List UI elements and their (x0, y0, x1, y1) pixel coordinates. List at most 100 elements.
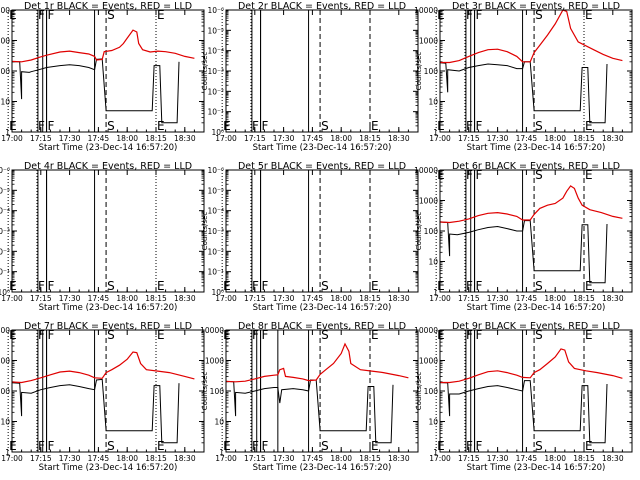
x-tick-label: 17:15 (30, 294, 52, 303)
x-tick-label: 17:15 (30, 454, 52, 463)
y-tick-label: 1000 (419, 37, 438, 46)
panel-title: Det 3r BLACK = Events, RED = LLD (452, 1, 620, 12)
y-tick-label: 1000 (0, 357, 10, 366)
panel-det-6: Det 6r BLACK = Events, RED = LLD Counts/s… (414, 161, 633, 313)
x-tick-label: 17:45 (88, 294, 110, 303)
panel-title: Det 9r BLACK = Events, RED = LLD (452, 321, 620, 332)
marker-label-bottom: F (252, 279, 259, 293)
plot-frame (439, 9, 633, 133)
marker-label-bottom: E (223, 439, 231, 453)
panel-det-5: Det 5r BLACK = Events, RED = LLD Counts/s… (201, 161, 419, 313)
panel-title: Det 6r BLACK = Events, RED = LLD (452, 161, 620, 172)
y-tick-label: 10⁻⁵ (207, 26, 224, 35)
marker-label-bottom: F (48, 119, 55, 133)
y-tick-label: 10⁻³ (0, 227, 10, 236)
y-axis-label: Counts/sec (201, 212, 209, 251)
panel-title: Det 8r BLACK = Events, RED = LLD (238, 321, 406, 332)
events-series-line (226, 379, 394, 444)
marker-label-top: F (466, 8, 473, 22)
x-tick-label: 17:15 (458, 454, 480, 463)
y-tick-label: 10⁻⁴ (207, 47, 224, 56)
y-tick-label: 10⁻³ (207, 227, 224, 236)
y-tick-label: 1 (219, 448, 224, 457)
lld-series-line (440, 185, 623, 224)
y-tick-label: 10⁻¹ (207, 268, 224, 277)
panel-title: Det 2r BLACK = Events, RED = LLD (238, 1, 406, 12)
marker-label-top: F (38, 8, 45, 22)
x-tick-label: 18:15 (145, 134, 167, 143)
x-tick-label: 18:15 (573, 454, 595, 463)
y-axis-label: Counts/sec (415, 212, 423, 251)
panel-det-4: Det 4r BLACK = Events, RED = LLDCounts/s… (0, 161, 205, 313)
marker-label-top: E (437, 8, 445, 22)
y-tick-label: 1 (5, 128, 10, 137)
plot-frame (225, 169, 419, 293)
marker-label-top: S (535, 8, 543, 22)
y-tick-label: 10⁻³ (207, 67, 224, 76)
lld-series-line (226, 342, 409, 383)
x-tick-label: 17:00 (429, 454, 451, 463)
x-axis-label: Start Time (23-Dec-14 16:57:20) (253, 463, 392, 473)
marker-label-bottom: F (466, 119, 473, 133)
x-tick-label: 17:00 (429, 134, 451, 143)
panel-det-9: Det 9r BLACK = Events, RED = LLD Counts/s… (414, 321, 633, 473)
marker-label-top: S (321, 328, 329, 342)
x-tick-label: 17:45 (302, 454, 324, 463)
x-tick-label: 17:15 (458, 294, 480, 303)
x-tick-label: 18:30 (174, 454, 196, 463)
x-tick-label: 17:00 (1, 294, 23, 303)
x-tick-label: 17:30 (487, 454, 509, 463)
x-tick-label: 17:30 (487, 134, 509, 143)
marker-label-bottom: F (476, 119, 483, 133)
x-tick-label: 18:30 (174, 134, 196, 143)
marker-label-bottom: S (107, 119, 115, 133)
x-tick-label: 17:30 (59, 454, 81, 463)
x-tick-label: 17:45 (516, 134, 538, 143)
x-tick-label: 18:15 (359, 454, 381, 463)
marker-label-bottom: S (535, 119, 543, 133)
x-tick-label: 17:45 (88, 454, 110, 463)
marker-label-bottom: S (107, 439, 115, 453)
marker-label-top: E (437, 168, 445, 182)
y-tick-label: 100 (0, 67, 10, 76)
x-tick-label: 18:00 (116, 454, 138, 463)
y-tick-label: 10⁻⁵ (207, 186, 224, 195)
series-group (12, 351, 195, 444)
plot-frame (11, 169, 205, 293)
x-tick-label: 18:30 (388, 454, 410, 463)
marker-label-bottom: E (585, 279, 593, 293)
x-tick-label: 17:30 (59, 134, 81, 143)
x-tick-label: 18:00 (330, 134, 352, 143)
marker-label-top: E (371, 328, 379, 342)
marker-label-bottom: E (9, 279, 17, 293)
marker-label-bottom: F (466, 439, 473, 453)
y-tick-label: 100 (424, 227, 439, 236)
marker-label-bottom: E (437, 279, 445, 293)
x-tick-label: 17:15 (30, 134, 52, 143)
x-tick-label: 17:15 (244, 454, 266, 463)
plot-frame (225, 9, 419, 133)
y-tick-label: 1 (433, 288, 438, 297)
y-tick-label: 10⁻¹ (207, 108, 224, 117)
panel-det-7: Det 7r BLACK = Events, RED = LLDCounts/s… (0, 321, 205, 473)
y-tick-label: 10⁻² (207, 247, 224, 256)
marker-label-bottom: E (157, 279, 165, 293)
marker-label-top: E (585, 168, 593, 182)
y-tick-label: 10000 (0, 6, 10, 15)
panel-det-3: Det 3r BLACK = Events, RED = LLD Counts/s… (414, 1, 633, 153)
y-tick-label: 10000 (414, 166, 438, 175)
panel-title: Det 5r BLACK = Events, RED = LLD (238, 161, 406, 172)
marker-label-bottom: S (321, 119, 329, 133)
y-tick-label: 10 (0, 418, 10, 427)
x-tick-label: 18:30 (174, 294, 196, 303)
marker-label-bottom: E (157, 119, 165, 133)
panel-title: Det 4r BLACK = Events, RED = LLD (24, 161, 192, 172)
marker-label-top: F (476, 8, 483, 22)
x-tick-label: 17:45 (88, 134, 110, 143)
events-series-line (12, 58, 180, 124)
events-series-line (440, 380, 608, 444)
marker-label-bottom: E (9, 439, 17, 453)
marker-label-top: S (107, 328, 115, 342)
events-series-line (440, 61, 608, 124)
